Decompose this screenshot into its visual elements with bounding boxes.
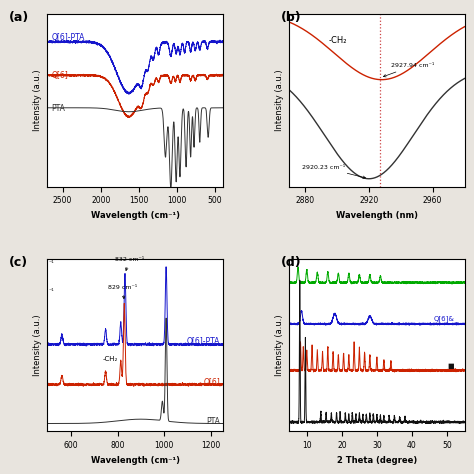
Text: 2920.23 cm⁻¹: 2920.23 cm⁻¹ [302, 165, 365, 179]
Text: Q[6]: Q[6] [51, 71, 68, 80]
Text: 832 cm⁻¹: 832 cm⁻¹ [115, 257, 144, 271]
Text: ⁻¹: ⁻¹ [48, 290, 54, 294]
Text: Q[6]&: Q[6]& [433, 315, 454, 322]
Text: ⁻¹: ⁻¹ [48, 261, 54, 266]
X-axis label: 2 Theta (degree): 2 Theta (degree) [337, 456, 417, 465]
Text: PTA: PTA [51, 104, 65, 113]
Y-axis label: Intensity (a.u.): Intensity (a.u.) [275, 314, 284, 376]
Text: (d): (d) [281, 255, 301, 269]
Text: Q[6]-PTA: Q[6]-PTA [187, 337, 220, 346]
X-axis label: Wavelength (nm): Wavelength (nm) [336, 211, 418, 220]
Text: (c): (c) [9, 255, 28, 269]
Text: Q[6]: Q[6] [203, 378, 220, 387]
Text: Q[6]-PTA: Q[6]-PTA [51, 33, 84, 42]
Text: PTA: PTA [207, 417, 220, 426]
Text: (a): (a) [9, 11, 29, 24]
Text: (b): (b) [281, 11, 301, 24]
Y-axis label: Intensity (a.u.): Intensity (a.u.) [33, 70, 42, 131]
X-axis label: Wavelength (cm⁻¹): Wavelength (cm⁻¹) [91, 211, 180, 220]
Text: 2927.94 cm⁻¹: 2927.94 cm⁻¹ [383, 64, 435, 77]
Text: ■: ■ [447, 363, 454, 369]
Y-axis label: Intensity (a.u.): Intensity (a.u.) [275, 70, 284, 131]
Text: -CH₂: -CH₂ [329, 36, 347, 45]
Text: -CH₂: -CH₂ [102, 356, 118, 362]
Y-axis label: Intensity (a.u.): Intensity (a.u.) [33, 314, 42, 376]
Text: 829 cm⁻¹: 829 cm⁻¹ [108, 285, 137, 299]
X-axis label: Wavelength (cm⁻¹): Wavelength (cm⁻¹) [91, 456, 180, 465]
